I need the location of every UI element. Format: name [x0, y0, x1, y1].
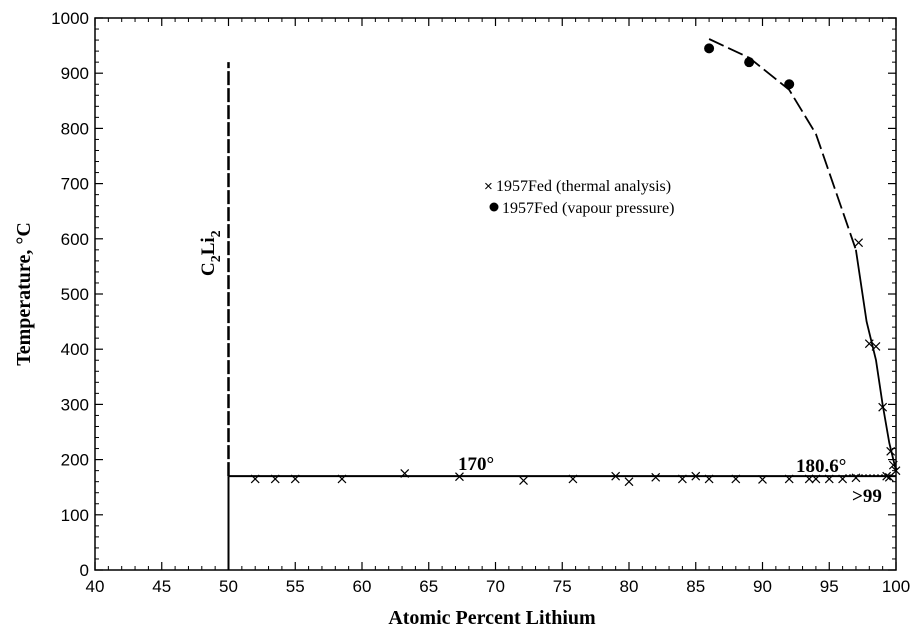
- y-axis-title: Temperature, °C: [13, 222, 35, 366]
- thermal-analysis-point: [811, 474, 821, 484]
- x-tick-label: 100: [882, 577, 910, 596]
- legend-vapour-pressure: 1957Fed (vapour pressure): [502, 200, 674, 217]
- y-tick-label: 400: [61, 340, 89, 359]
- thermal-analysis-point: [824, 474, 834, 484]
- y-tick-label: 0: [80, 561, 89, 580]
- thermal-analysis-point: [400, 468, 410, 478]
- thermal-analysis-point: [568, 474, 578, 484]
- y-tick-label: 1000: [51, 9, 89, 28]
- x-tick-label: 90: [753, 577, 772, 596]
- y-tick-label: 700: [61, 175, 89, 194]
- x-tick-label: 50: [219, 577, 238, 596]
- thermal-analysis-point: [838, 474, 848, 484]
- thermal-analysis-point: [611, 471, 621, 481]
- x-tick-label: 40: [86, 577, 105, 596]
- thermal-analysis-point: [804, 474, 814, 484]
- x-tick-label: 95: [820, 577, 839, 596]
- thermal-analysis-point: [878, 402, 888, 412]
- thermal-analysis-point: [731, 474, 741, 484]
- x-tick-label: 70: [486, 577, 505, 596]
- x-tick-label: 55: [286, 577, 305, 596]
- legend-thermal-analysis: 1957Fed (thermal analysis): [496, 178, 671, 195]
- thermal-analysis-point: [290, 474, 300, 484]
- plot-border: [94, 17, 897, 571]
- y-tick-label: 300: [61, 395, 89, 414]
- thermal-analysis-point: [519, 476, 528, 486]
- legend-circle-marker-icon: [489, 202, 499, 212]
- liquidus-dashed-curve: [708, 38, 857, 251]
- melting-point-label: 180.6°: [796, 456, 846, 477]
- thermal-analysis-point: [677, 474, 687, 484]
- x-tick-label: 60: [353, 577, 372, 596]
- vapour-pressure-point: [704, 43, 715, 54]
- y-tick-label: 500: [61, 285, 89, 304]
- liquidus-curve-group: [708, 38, 897, 471]
- y-tick-label: 800: [61, 119, 89, 138]
- vapour-pressure-point: [744, 57, 755, 68]
- thermal-analysis-point: [270, 474, 280, 484]
- thermal-analysis-point: [704, 474, 714, 484]
- thermal-analysis-point: [891, 466, 901, 476]
- data-points: [250, 43, 901, 487]
- thermal-analysis-point: [250, 474, 260, 484]
- composition-label: >99: [852, 486, 882, 507]
- y-tick-label: 200: [61, 451, 89, 470]
- x-tick-label: 75: [553, 577, 572, 596]
- thermal-analysis-point: [886, 446, 896, 456]
- thermal-analysis-point: [455, 472, 464, 482]
- thermal-analysis-point: [624, 477, 634, 487]
- thermal-analysis-point: [854, 238, 864, 248]
- eutectic-temp-label: 170°: [458, 454, 494, 475]
- x-tick-label: 65: [419, 577, 438, 596]
- thermal-analysis-point: [651, 472, 661, 482]
- y-tick-label: 600: [61, 230, 89, 249]
- vapour-pressure-point: [784, 79, 795, 90]
- liquidus-solid-curve: [855, 249, 897, 471]
- thermal-analysis-point: [864, 339, 874, 349]
- x-tick-label: 45: [152, 577, 171, 596]
- x-axis-title: Atomic Percent Lithium: [388, 607, 596, 627]
- y-tick-label: 100: [61, 506, 89, 525]
- thermal-analysis-point: [691, 471, 701, 481]
- thermal-analysis-point: [888, 460, 898, 470]
- axis-tick-labels: 40 45 50 55 60 65 70 75 80 85 90 95 1000100200300400…: [51, 9, 910, 596]
- c2li2-phase-label: C2Li2: [198, 230, 224, 276]
- y-tick-label: 900: [61, 64, 89, 83]
- x-tick-label: 80: [620, 577, 639, 596]
- thermal-analysis-point: [882, 471, 892, 481]
- x-tick-label: 85: [686, 577, 705, 596]
- plot-frame: [94, 17, 897, 571]
- axis-ticks: [94, 17, 897, 571]
- thermal-analysis-point: [337, 474, 347, 484]
- legend-x-marker-icon: ×: [484, 178, 493, 195]
- legend: × 1957Fed (thermal analysis) 1957Fed (va…: [484, 178, 674, 217]
- thermal-analysis-point: [784, 474, 794, 484]
- thermal-analysis-point: [871, 342, 881, 351]
- thermal-analysis-point: [758, 475, 767, 484]
